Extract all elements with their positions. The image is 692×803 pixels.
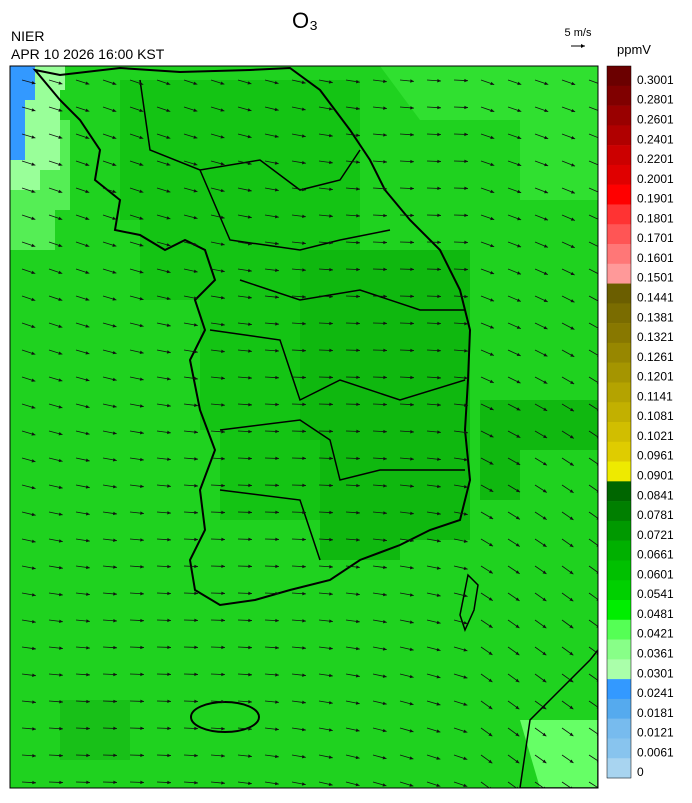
colorbar-box	[607, 640, 631, 660]
colorbar-box	[607, 719, 631, 739]
colorbar-label: 0.0841	[637, 488, 674, 502]
colorbar-box	[607, 600, 631, 620]
wind-scale-label: 5 m/s	[565, 27, 592, 39]
colorbar-label: 0.1261	[637, 350, 674, 364]
colorbar-box	[607, 620, 631, 640]
colorbar-label: 0.2001	[637, 172, 674, 186]
colorbar-label: 0.0121	[637, 726, 674, 740]
colorbar-box	[607, 699, 631, 719]
colorbar-box	[607, 165, 631, 185]
colorbar-box	[607, 679, 631, 699]
colorbar-label: 0.2201	[637, 152, 674, 166]
colorbar-label: 0.0721	[637, 528, 674, 542]
colorbar-label: 0.0661	[637, 548, 674, 562]
title: O₃	[292, 8, 318, 33]
colorbar-box	[607, 303, 631, 323]
colorbar-label: 0.0961	[637, 449, 674, 463]
colorbar-box	[607, 284, 631, 304]
colorbar-label: 0.1321	[637, 330, 674, 344]
wind-arrow-head	[598, 136, 602, 139]
colorbar-box	[607, 106, 631, 126]
wind-arrow-head	[598, 109, 602, 112]
colorbar-box	[607, 659, 631, 679]
colorbar-label: 0.0781	[637, 508, 674, 522]
colorbar-box	[607, 244, 631, 264]
colorbar-box	[607, 481, 631, 501]
colorbar-label: 0.1381	[637, 310, 674, 324]
colorbar-box	[607, 382, 631, 402]
colorbar-box	[607, 204, 631, 224]
colorbar-box	[607, 145, 631, 165]
colorbar-label: 0.1901	[637, 192, 674, 206]
colorbar-box	[607, 402, 631, 422]
colorbar-box	[607, 343, 631, 363]
colorbar-box	[607, 66, 631, 86]
colorbar-label: 0.1801	[637, 211, 674, 225]
colorbar-label: 0.2801	[637, 93, 674, 107]
colorbar-label: 0.0361	[637, 647, 674, 661]
colorbar-label: 0.0601	[637, 567, 674, 581]
colorbar-label: 0.0301	[637, 666, 674, 680]
map-area	[10, 66, 602, 790]
colorbar: 0.3001 0.2801 0.2601 0.2401 0.2201 0.2001 0.19…	[607, 66, 674, 779]
colorbar-label: 0.0241	[637, 686, 674, 700]
wind-arrow-head	[598, 163, 602, 166]
colorbar-label: 0.1141	[637, 389, 673, 403]
colorbar-box	[607, 560, 631, 580]
colorbar-label: 0.1601	[637, 251, 674, 265]
colorbar-label: 0.0481	[637, 607, 674, 621]
colorbar-unit: ppmV	[617, 42, 651, 57]
colorbar-box	[607, 738, 631, 758]
colorbar-label: 0.1021	[637, 429, 674, 443]
colorbar-label: 0.0421	[637, 627, 674, 641]
colorbar-box	[607, 758, 631, 778]
colorbar-box	[607, 422, 631, 442]
colorbar-label: 0.0061	[637, 745, 674, 759]
colorbar-box	[607, 323, 631, 343]
wind-arrow-head	[598, 82, 602, 85]
colorbar-box	[607, 363, 631, 383]
colorbar-label: 0.2401	[637, 132, 674, 146]
colorbar-label: 0.1701	[637, 231, 674, 245]
colorbar-label: 0	[637, 765, 644, 779]
colorbar-box	[607, 125, 631, 145]
datetime: APR 10 2026 16:00 KST	[11, 46, 165, 62]
colorbar-label: 0.0541	[637, 587, 674, 601]
agency: NIER	[11, 28, 44, 44]
colorbar-box	[607, 521, 631, 541]
colorbar-box	[607, 86, 631, 106]
colorbar-box	[607, 462, 631, 482]
colorbar-label: 0.1081	[637, 409, 674, 423]
colorbar-box	[607, 442, 631, 462]
colorbar-box	[607, 264, 631, 284]
colorbar-box	[607, 580, 631, 600]
colorbar-label: 0.1501	[637, 271, 674, 285]
colorbar-label: 0.0901	[637, 469, 674, 483]
colorbar-label: 0.0181	[637, 706, 674, 720]
wind-scale-head	[581, 44, 585, 48]
colorbar-label: 0.3001	[637, 73, 674, 87]
colorbar-box	[607, 501, 631, 521]
colorbar-label: 0.1201	[637, 370, 674, 384]
colorbar-label: 0.2601	[637, 113, 674, 127]
colorbar-box	[607, 224, 631, 244]
colorbar-box	[607, 541, 631, 561]
colorbar-label: 0.1441	[637, 291, 674, 305]
field-dark-sw	[60, 700, 130, 760]
colorbar-box	[607, 185, 631, 205]
